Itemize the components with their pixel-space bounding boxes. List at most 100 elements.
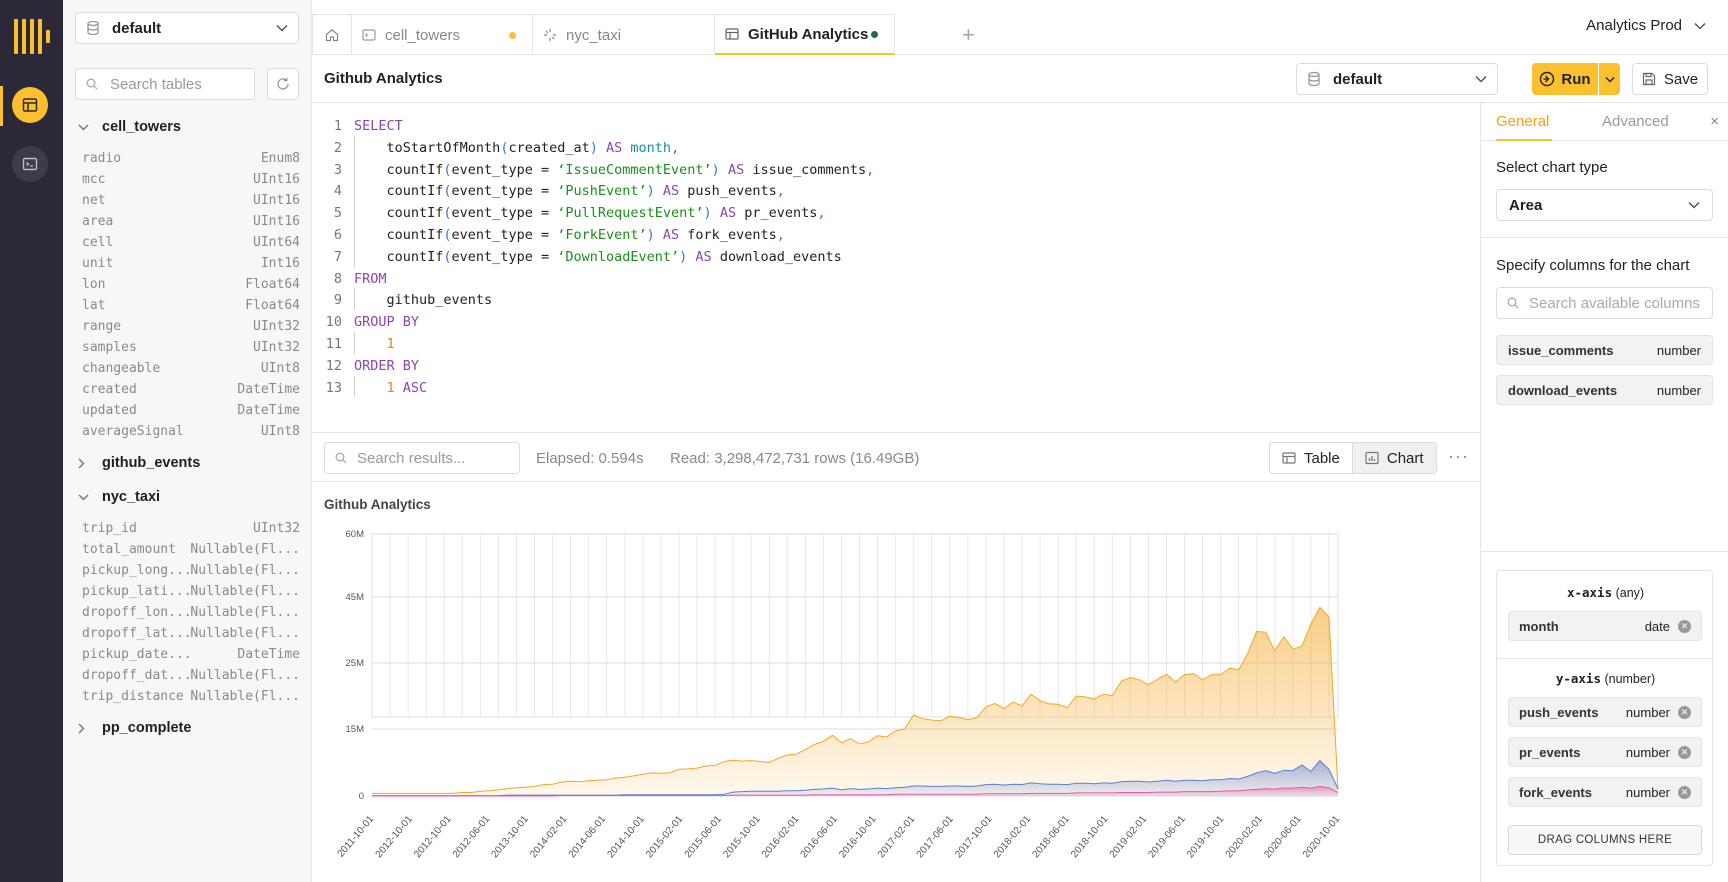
table-node[interactable]: github_events	[63, 450, 312, 476]
tab-label: cell_towers	[385, 26, 461, 44]
x-tick-label: 2018-10-01	[1069, 814, 1111, 861]
tab-cell-towers[interactable]: cell_towers	[352, 14, 533, 55]
column-row[interactable]: created DateTime	[63, 379, 312, 400]
remove-column-icon[interactable]: ✕	[1678, 705, 1691, 719]
column-row[interactable]: dropoff_lat... Nullable(Fl...	[63, 623, 312, 644]
y-axis-column-chip[interactable]: pr_events number ✕	[1508, 737, 1702, 767]
series-line-push-events	[372, 606, 1339, 794]
code-text: ORDER BY	[354, 357, 420, 374]
column-row[interactable]: radio Enum8	[63, 148, 312, 169]
code-text: toStartOfMonth(created_at) AS month,	[354, 139, 680, 156]
y-axis-column-chip[interactable]: fork_events number ✕	[1508, 777, 1702, 807]
column-row[interactable]: net UInt16	[63, 190, 312, 211]
column-name: lon	[82, 277, 106, 292]
close-panel-button[interactable]: ×	[1710, 113, 1719, 130]
column-name: trip_distance	[82, 689, 184, 704]
run-button[interactable]: Run	[1532, 63, 1598, 95]
x-tick-label: 2014-02-01	[528, 814, 570, 861]
panel-tabs: General Advanced ×	[1481, 103, 1728, 141]
nav-tables-button[interactable]	[12, 87, 48, 123]
tab-github-analytics[interactable]: GitHub Analytics	[715, 14, 895, 55]
remove-column-icon[interactable]: ✕	[1678, 785, 1691, 799]
column-row[interactable]: cell UInt64	[63, 232, 312, 253]
chevron-down-icon[interactable]	[78, 124, 92, 131]
column-row[interactable]: area UInt16	[63, 211, 312, 232]
x-tick-label: 2018-02-01	[992, 814, 1034, 861]
chart-view-button[interactable]: Chart	[1351, 443, 1436, 473]
column-type: UInt32	[253, 521, 300, 536]
home-icon	[325, 28, 339, 41]
column-row[interactable]: pickup_long... Nullable(Fl...	[63, 560, 312, 581]
column-name: net	[82, 193, 106, 208]
chevron-down-icon	[1694, 22, 1706, 30]
workspace-selector[interactable]: Analytics Prod	[1586, 17, 1706, 34]
column-row[interactable]: unit Int16	[63, 253, 312, 274]
add-tab-button[interactable]: +	[962, 22, 975, 47]
query-database-select[interactable]: default	[1296, 63, 1498, 95]
tab-advanced[interactable]: Advanced	[1602, 113, 1669, 130]
column-row[interactable]: pickup_date... DateTime	[63, 644, 312, 665]
search-results-input[interactable]: Search results...	[324, 442, 520, 474]
more-options-button[interactable]: ···	[1448, 446, 1469, 466]
column-row[interactable]: averageSignal UInt8	[63, 421, 312, 442]
active-tab-underline	[1496, 139, 1552, 141]
sql-editor[interactable]: 1 SELECT 2 toStartOfMonth(created_at) AS m…	[312, 103, 1480, 433]
save-button[interactable]: Save	[1632, 63, 1708, 95]
search-columns-input[interactable]: Search available columns	[1496, 287, 1713, 319]
refresh-schema-button[interactable]	[267, 68, 299, 100]
column-name: area	[82, 214, 114, 229]
column-type: date	[1644, 618, 1670, 634]
column-row[interactable]: mcc UInt16	[63, 169, 312, 190]
table-node[interactable]: cell_towers	[63, 114, 312, 140]
column-row[interactable]: lat Float64	[63, 295, 312, 316]
x-tick-label: 2016-02-01	[760, 814, 802, 861]
available-column-chip[interactable]: issue_comments number	[1496, 335, 1713, 365]
line-number: 7	[333, 248, 342, 265]
code-text: github_events	[354, 292, 493, 309]
tab-general[interactable]: General	[1496, 113, 1550, 130]
code-text: countIf(event_type = ‘PushEvent’) AS pus…	[354, 183, 785, 200]
chart-type-select[interactable]: Area	[1496, 189, 1713, 221]
home-tab[interactable]	[312, 14, 352, 54]
column-row[interactable]: lon Float64	[63, 274, 312, 295]
line-number: 12	[325, 357, 342, 374]
column-row[interactable]: updated DateTime	[63, 400, 312, 421]
y-axis-kind: (number)	[1604, 672, 1656, 686]
search-icon	[335, 452, 347, 464]
column-type: number	[1656, 342, 1701, 358]
nav-queries-button[interactable]	[12, 146, 48, 182]
loading-spinner-icon	[543, 28, 557, 42]
remove-column-icon[interactable]: ✕	[1678, 619, 1691, 633]
column-row[interactable]: dropoff_dat... Nullable(Fl...	[63, 665, 312, 686]
table-node[interactable]: pp_complete	[63, 715, 312, 741]
column-row[interactable]: samples UInt32	[63, 337, 312, 358]
column-row[interactable]: trip_distance Nullable(Fl...	[63, 686, 312, 707]
search-tables-input[interactable]: Search tables	[75, 68, 255, 100]
y-axis-column-chip[interactable]: push_events number ✕	[1508, 697, 1702, 727]
database-select[interactable]: default	[75, 12, 299, 44]
chevron-right-icon[interactable]	[78, 458, 92, 469]
table-node[interactable]: nyc_taxi	[63, 484, 312, 510]
column-row[interactable]: trip_id UInt32	[63, 518, 312, 539]
table-view-button[interactable]: Table	[1270, 443, 1352, 473]
chart-config-panel: General Advanced × Select chart type Are…	[1480, 103, 1728, 882]
code-line: 12 ORDER BY	[312, 354, 1480, 378]
column-row[interactable]: total_amount Nullable(Fl...	[63, 539, 312, 560]
available-column-chip[interactable]: download_events number	[1496, 375, 1713, 405]
indent-guide	[354, 135, 355, 267]
drag-columns-dropzone[interactable]: DRAG COLUMNS HERE	[1508, 825, 1702, 855]
run-options-button[interactable]	[1599, 63, 1620, 95]
x-axis-column-chip[interactable]: month date ✕	[1508, 611, 1702, 641]
x-tick-label: 2020-10-01	[1301, 814, 1343, 861]
select-chart-type-label: Select chart type	[1496, 159, 1608, 176]
column-row[interactable]: changeable UInt8	[63, 358, 312, 379]
tab-nyc-taxi[interactable]: nyc_taxi	[533, 14, 715, 55]
table-icon	[22, 98, 38, 112]
chevron-down-icon[interactable]	[78, 494, 92, 501]
column-row[interactable]: pickup_lati... Nullable(Fl...	[63, 581, 312, 602]
query-database-value: default	[1333, 70, 1383, 88]
column-row[interactable]: range UInt32	[63, 316, 312, 337]
remove-column-icon[interactable]: ✕	[1678, 745, 1691, 759]
chevron-right-icon[interactable]	[78, 723, 92, 734]
column-row[interactable]: dropoff_lon... Nullable(Fl...	[63, 602, 312, 623]
